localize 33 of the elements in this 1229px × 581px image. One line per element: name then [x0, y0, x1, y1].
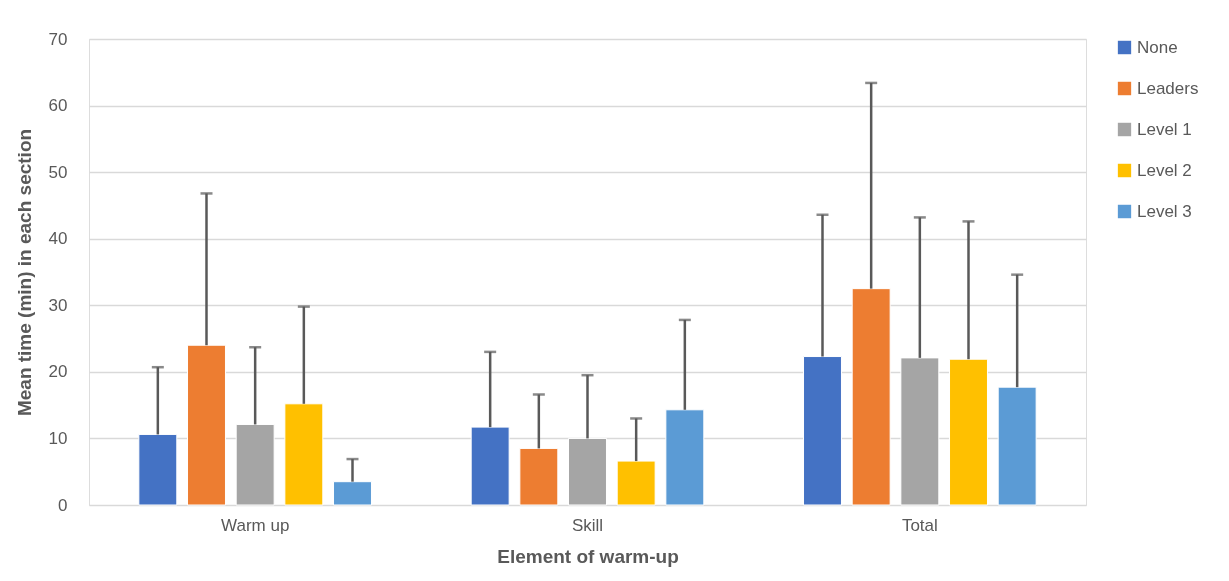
bar: [803, 356, 842, 506]
legend-label: Level 1: [1137, 119, 1192, 139]
bar: [900, 357, 940, 506]
bar: [519, 447, 559, 506]
y-tick-label: 10: [48, 428, 68, 448]
bar: [949, 358, 988, 506]
bar: [470, 426, 510, 506]
legend-label: None: [1137, 37, 1178, 57]
bar: [284, 403, 324, 506]
y-tick-label: 60: [48, 96, 68, 116]
x-tick-label: Total: [901, 515, 938, 535]
legend-label: Level 2: [1137, 160, 1192, 180]
y-tick-label: 50: [48, 162, 68, 182]
y-tick-label: 20: [48, 362, 68, 382]
y-tick-label: 70: [48, 29, 68, 49]
legend-label: Level 3: [1137, 201, 1192, 221]
y-tick-label: 0: [58, 495, 68, 515]
x-axis-title: Element of warm-up: [497, 545, 679, 567]
bar: [333, 481, 372, 506]
legend-label: Leaders: [1137, 78, 1199, 98]
x-tick-label: Skill: [571, 515, 604, 535]
y-tick-label: 40: [48, 229, 68, 249]
y-axis-title: Mean time (min) in each section: [13, 128, 35, 417]
bar: [138, 433, 178, 506]
bar: [665, 409, 705, 506]
x-tick-label: Warm up: [221, 515, 290, 535]
bar: [616, 460, 656, 506]
bar: [568, 437, 607, 506]
y-tick-label: 30: [48, 295, 68, 315]
bar: [997, 386, 1037, 506]
bar: [235, 423, 275, 506]
bar: [187, 344, 226, 506]
bar: [851, 288, 891, 506]
